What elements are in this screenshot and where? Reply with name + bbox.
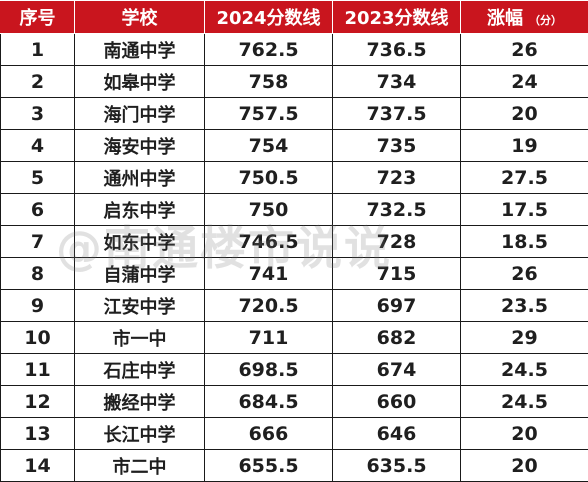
header-rise-label: 涨幅 bbox=[487, 8, 523, 29]
cell-score-2023: 635.5 bbox=[333, 450, 461, 482]
cell-rise: 27.5 bbox=[461, 162, 588, 194]
cell-school: 如东中学 bbox=[75, 226, 205, 258]
cell-school: 自蒲中学 bbox=[75, 258, 205, 290]
cell-score-2024: 750 bbox=[205, 194, 333, 226]
cell-score-2023: 728 bbox=[333, 226, 461, 258]
table-row: 3 海门中学 757.5 737.5 20 bbox=[1, 98, 588, 130]
header-score-2023-label: 2023分数线 bbox=[344, 8, 448, 29]
cell-score-2023: 674 bbox=[333, 354, 461, 386]
cell-school: 启东中学 bbox=[75, 194, 205, 226]
cell-index: 1 bbox=[1, 34, 75, 66]
cell-index: 10 bbox=[1, 322, 75, 354]
cell-rise: 17.5 bbox=[461, 194, 588, 226]
cell-score-2023: 735 bbox=[333, 130, 461, 162]
table-row: 4 海安中学 754 735 19 bbox=[1, 130, 588, 162]
cell-rise: 20 bbox=[461, 450, 588, 482]
table-row: 11 石庄中学 698.5 674 24.5 bbox=[1, 354, 588, 386]
cell-score-2024: 711 bbox=[205, 322, 333, 354]
cell-rise: 20 bbox=[461, 418, 588, 450]
cell-score-2023: 723 bbox=[333, 162, 461, 194]
cell-school: 南通中学 bbox=[75, 34, 205, 66]
table-row: 10 市一中 711 682 29 bbox=[1, 322, 588, 354]
header-school: 学校 bbox=[75, 1, 205, 34]
table-row: 8 自蒲中学 741 715 26 bbox=[1, 258, 588, 290]
table-row: 2 如皋中学 758 734 24 bbox=[1, 66, 588, 98]
table-row: 14 市二中 655.5 635.5 20 bbox=[1, 450, 588, 482]
cell-score-2023: 682 bbox=[333, 322, 461, 354]
cell-score-2024: 754 bbox=[205, 130, 333, 162]
table-row: 5 通州中学 750.5 723 27.5 bbox=[1, 162, 588, 194]
cell-rise: 20 bbox=[461, 98, 588, 130]
cell-index: 14 bbox=[1, 450, 75, 482]
cell-score-2023: 697 bbox=[333, 290, 461, 322]
cell-rise: 18.5 bbox=[461, 226, 588, 258]
cell-score-2024: 757.5 bbox=[205, 98, 333, 130]
cell-rise: 19 bbox=[461, 130, 588, 162]
cell-school: 长江中学 bbox=[75, 418, 205, 450]
cell-score-2024: 698.5 bbox=[205, 354, 333, 386]
cell-rise: 26 bbox=[461, 258, 588, 290]
cell-index: 9 bbox=[1, 290, 75, 322]
table-row: 13 长江中学 666 646 20 bbox=[1, 418, 588, 450]
cell-school: 海门中学 bbox=[75, 98, 205, 130]
cell-school: 江安中学 bbox=[75, 290, 205, 322]
header-index-label: 序号 bbox=[20, 8, 56, 29]
table-row: 1 南通中学 762.5 736.5 26 bbox=[1, 34, 588, 66]
header-score-2024-label: 2024分数线 bbox=[216, 8, 320, 29]
cell-index: 3 bbox=[1, 98, 75, 130]
cell-school: 市二中 bbox=[75, 450, 205, 482]
cell-rise: 24 bbox=[461, 66, 588, 98]
cell-rise: 24.5 bbox=[461, 386, 588, 418]
cell-index: 4 bbox=[1, 130, 75, 162]
cell-school: 石庄中学 bbox=[75, 354, 205, 386]
cell-score-2023: 732.5 bbox=[333, 194, 461, 226]
cell-rise: 29 bbox=[461, 322, 588, 354]
cell-rise: 26 bbox=[461, 34, 588, 66]
cell-score-2023: 715 bbox=[333, 258, 461, 290]
cell-score-2023: 660 bbox=[333, 386, 461, 418]
cell-school: 通州中学 bbox=[75, 162, 205, 194]
cell-index: 12 bbox=[1, 386, 75, 418]
cell-index: 6 bbox=[1, 194, 75, 226]
cell-score-2024: 666 bbox=[205, 418, 333, 450]
cell-school: 市一中 bbox=[75, 322, 205, 354]
cell-score-2023: 736.5 bbox=[333, 34, 461, 66]
cell-score-2024: 758 bbox=[205, 66, 333, 98]
cell-score-2024: 720.5 bbox=[205, 290, 333, 322]
cell-score-2024: 684.5 bbox=[205, 386, 333, 418]
cell-index: 11 bbox=[1, 354, 75, 386]
header-rise-unit: （分） bbox=[529, 14, 562, 27]
header-school-label: 学校 bbox=[122, 8, 158, 29]
table-row: 6 启东中学 750 732.5 17.5 bbox=[1, 194, 588, 226]
cell-index: 7 bbox=[1, 226, 75, 258]
table-header-row: 序号 学校 2024分数线 2023分数线 涨幅 （分） bbox=[1, 1, 588, 34]
cell-score-2024: 762.5 bbox=[205, 34, 333, 66]
cell-score-2024: 746.5 bbox=[205, 226, 333, 258]
cell-school: 如皋中学 bbox=[75, 66, 205, 98]
cell-score-2024: 655.5 bbox=[205, 450, 333, 482]
header-index: 序号 bbox=[1, 1, 75, 34]
cell-index: 2 bbox=[1, 66, 75, 98]
cell-index: 13 bbox=[1, 418, 75, 450]
table-body: 1 南通中学 762.5 736.5 26 2 如皋中学 758 734 24 … bbox=[1, 34, 588, 482]
table-row: 7 如东中学 746.5 728 18.5 bbox=[1, 226, 588, 258]
cell-score-2024: 750.5 bbox=[205, 162, 333, 194]
cell-index: 5 bbox=[1, 162, 75, 194]
table-row: 12 搬经中学 684.5 660 24.5 bbox=[1, 386, 588, 418]
header-score-2024: 2024分数线 bbox=[205, 1, 333, 34]
header-rise: 涨幅 （分） bbox=[461, 1, 588, 34]
header-score-2023: 2023分数线 bbox=[333, 1, 461, 34]
cell-school: 海安中学 bbox=[75, 130, 205, 162]
cell-rise: 24.5 bbox=[461, 354, 588, 386]
cell-school: 搬经中学 bbox=[75, 386, 205, 418]
cell-score-2023: 734 bbox=[333, 66, 461, 98]
cell-rise: 23.5 bbox=[461, 290, 588, 322]
cell-score-2023: 737.5 bbox=[333, 98, 461, 130]
cell-score-2024: 741 bbox=[205, 258, 333, 290]
cell-score-2023: 646 bbox=[333, 418, 461, 450]
cell-index: 8 bbox=[1, 258, 75, 290]
table-row: 9 江安中学 720.5 697 23.5 bbox=[1, 290, 588, 322]
